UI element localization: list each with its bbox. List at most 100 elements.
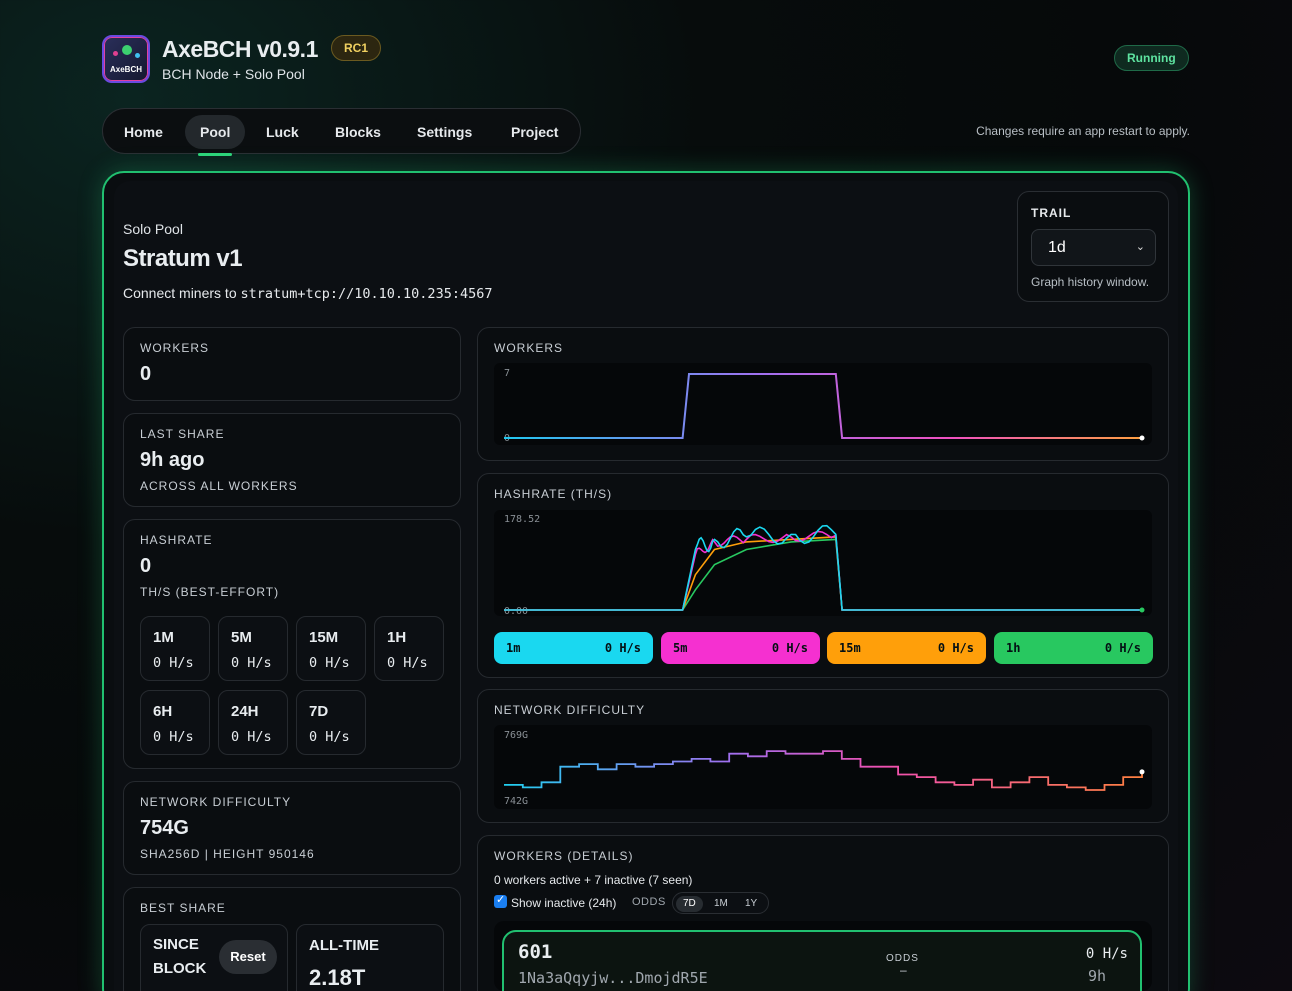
all-time-box: ALL-TIME 2.18T: [296, 924, 444, 991]
difficulty-y-min: 742G: [504, 796, 529, 807]
chevron-down-icon: ⌄: [1135, 241, 1145, 253]
tab-home[interactable]: Home: [124, 124, 163, 140]
best-share-label: BEST SHARE: [140, 901, 226, 915]
status-badge: Running: [1114, 45, 1189, 71]
all-time-label: ALL-TIME: [309, 937, 379, 954]
trail-label: TRAIL: [1031, 206, 1072, 220]
workers-last-point: [1139, 435, 1145, 441]
window-value: 0 H/s: [309, 729, 350, 745]
hashrate-window-5m: 5M 0 H/s: [218, 616, 288, 681]
pill-label: 1h: [1006, 641, 1021, 655]
workers-summary: 0 workers active + 7 inactive (7 seen): [494, 873, 693, 887]
hashrate-pill-5m: 5m 0 H/s: [661, 632, 820, 664]
difficulty-series-line: [504, 750, 1143, 791]
hashrate-window-7d: 7D 0 H/s: [296, 690, 366, 755]
workers-chart-area: [494, 363, 1152, 445]
difficulty-last-point: [1139, 769, 1145, 775]
hashrate-chart-area: [494, 510, 1152, 616]
hashrate-pill-15m: 15m 0 H/s: [827, 632, 986, 664]
pool-kicker: Solo Pool: [123, 221, 183, 237]
network-difficulty-card: [123, 781, 461, 875]
network-difficulty-value: 754G: [140, 817, 189, 839]
window-label: 1M: [153, 629, 174, 646]
pill-value: 0 H/s: [937, 641, 974, 655]
odds-range-7d[interactable]: 7D: [676, 896, 703, 912]
main-nav: Home Pool Luck Blocks Settings Project: [102, 108, 581, 154]
window-value: 0 H/s: [309, 655, 350, 671]
workers-chart: [504, 373, 1145, 441]
hashrate-window-6h: 6H 0 H/s: [140, 690, 210, 755]
hashrate-window-1m: 1M 0 H/s: [140, 616, 210, 681]
network-difficulty-sub: SHA256D | HEIGHT 950146: [140, 847, 315, 861]
trail-card: TRAIL 1d ⌄ Graph history window.: [1017, 191, 1169, 302]
worker-last-seen: 9h: [1087, 967, 1106, 985]
hashrate-pill-1m: 1m 0 H/s: [494, 632, 653, 664]
hashrate-chart-title: HASHRATE (TH/S): [494, 487, 613, 501]
app-logo: AxeBCH: [102, 35, 150, 83]
hashrate-label: HASHRATE: [140, 533, 213, 547]
trail-select[interactable]: 1d ⌄: [1031, 229, 1156, 266]
window-label: 1H: [387, 629, 407, 646]
difficulty-chart-area: [494, 725, 1152, 809]
logo-node-icon: [113, 51, 118, 56]
worker-name: 601: [518, 941, 553, 963]
window-value: 0 H/s: [231, 729, 272, 745]
window-value: 0 H/s: [231, 655, 272, 671]
worker-odds-label: ODDS: [886, 953, 919, 964]
pill-value: 0 H/s: [1104, 641, 1141, 655]
hashrate-series-15m: [504, 536, 1142, 611]
trail-help: Graph history window.: [1031, 275, 1150, 289]
tab-blocks[interactable]: Blocks: [335, 124, 381, 140]
workers-details-title: WORKERS (DETAILS): [494, 849, 634, 863]
pill-label: 1m: [506, 641, 521, 655]
connect-prefix: Connect miners to: [123, 285, 237, 301]
hashrate-series-1m: [504, 524, 1142, 611]
last-share-label: LAST SHARE: [140, 427, 225, 441]
show-inactive-checkbox[interactable]: ✓: [494, 894, 507, 908]
app-title: AxeBCH v0.9.1: [162, 36, 318, 62]
tab-project[interactable]: Project: [511, 124, 559, 140]
window-label: 6H: [153, 703, 173, 720]
logo-node-icon: [122, 45, 132, 55]
connect-info: Connect miners to stratum+tcp://10.10.10…: [123, 285, 492, 302]
pool-title: Stratum v1: [123, 245, 243, 272]
hashrate-sub: TH/S (BEST-EFFORT): [140, 585, 280, 599]
workers-y-max: 7: [504, 368, 511, 379]
pill-value: 0 H/s: [604, 641, 641, 655]
window-value: 0 H/s: [387, 655, 428, 671]
worker-address: 1Na3aQqyjw...DmojdR5E: [518, 969, 708, 987]
window-value: 0 H/s: [153, 655, 194, 671]
worker-row[interactable]: 601 1Na3aQqyjw...DmojdR5E ODDS – 0 H/s 9…: [502, 930, 1142, 991]
workers-series-line: [504, 373, 1142, 439]
tab-settings[interactable]: Settings: [417, 124, 473, 140]
logo-text: AxeBCH: [109, 65, 142, 74]
worker-odds-value: –: [900, 963, 907, 977]
hashrate-chart: [504, 524, 1145, 613]
logo-node-icon: [135, 53, 140, 58]
pill-value: 0 H/s: [771, 641, 808, 655]
last-share-value: 9h ago: [140, 449, 205, 471]
release-badge: RC1: [331, 35, 382, 61]
odds-range-1m[interactable]: 1M: [714, 898, 728, 909]
workers-card: [123, 327, 461, 401]
app-subtitle: BCH Node + Solo Pool: [162, 66, 305, 82]
show-inactive-label: Show inactive (24h): [511, 896, 617, 910]
tab-luck[interactable]: Luck: [266, 124, 299, 140]
hashrate-y-max: 178.52: [504, 514, 541, 525]
pill-label: 15m: [839, 641, 861, 655]
since-block-label: SINCE BLOCK: [153, 936, 207, 977]
difficulty-chart: [504, 750, 1145, 791]
hashrate-window-1h: 1H 0 H/s: [374, 616, 444, 681]
reset-button[interactable]: Reset: [219, 940, 277, 974]
stratum-url[interactable]: stratum+tcp://10.10.10.235:4567: [240, 286, 493, 302]
odds-range-1y[interactable]: 1Y: [745, 898, 758, 909]
window-label: 24H: [231, 703, 259, 720]
odds-label: ODDS: [632, 896, 666, 908]
tab-pool[interactable]: Pool: [185, 115, 246, 149]
network-difficulty-label: NETWORK DIFFICULTY: [140, 795, 292, 809]
trail-select-value: 1d: [1048, 239, 1066, 256]
workers-chart-title: WORKERS: [494, 341, 564, 355]
hashrate-last-point: [1139, 607, 1145, 613]
hashrate-series-5m: [504, 530, 1142, 611]
hashrate-pill-1h: 1h 0 H/s: [994, 632, 1153, 664]
